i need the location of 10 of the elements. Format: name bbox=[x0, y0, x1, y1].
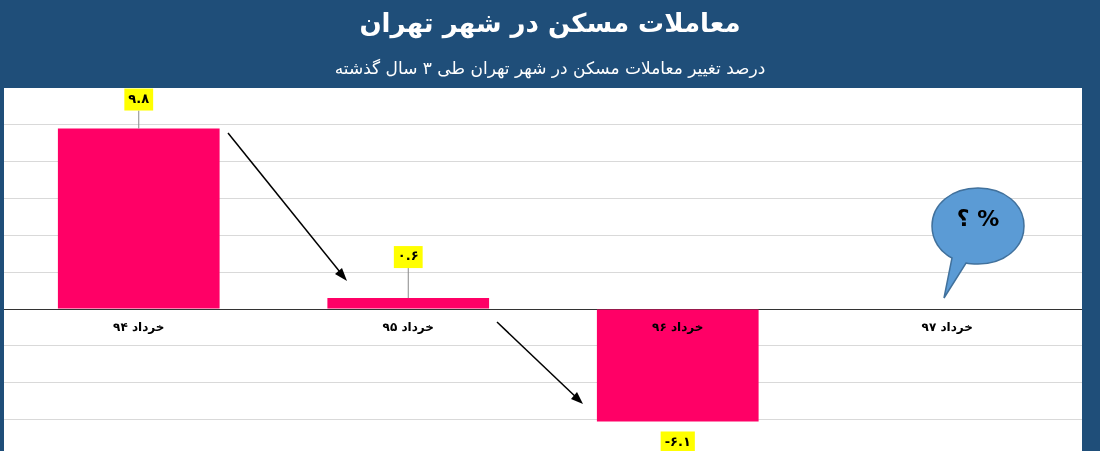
x-tick-label: خرداد ۹۴ bbox=[113, 320, 165, 335]
data-label: -۶.۱ bbox=[664, 433, 691, 449]
data-label: ۹.۸ bbox=[128, 90, 150, 106]
chart-subtitle: درصد تغییر معاملات مسکن در شهر تهران طی ۳ سال گذشته bbox=[333, 58, 767, 78]
x-tick-label: خرداد ۹۵ bbox=[382, 320, 434, 335]
annotation: % ؟ bbox=[955, 206, 1001, 231]
x-tick-label: خرداد ۹۷ bbox=[921, 320, 973, 335]
x-tick-label: خرداد ۹۶ bbox=[652, 320, 704, 335]
chart-title: معاملات مسکن در شهر تهران bbox=[358, 8, 742, 38]
data-label: ۰.۶ bbox=[397, 248, 419, 264]
